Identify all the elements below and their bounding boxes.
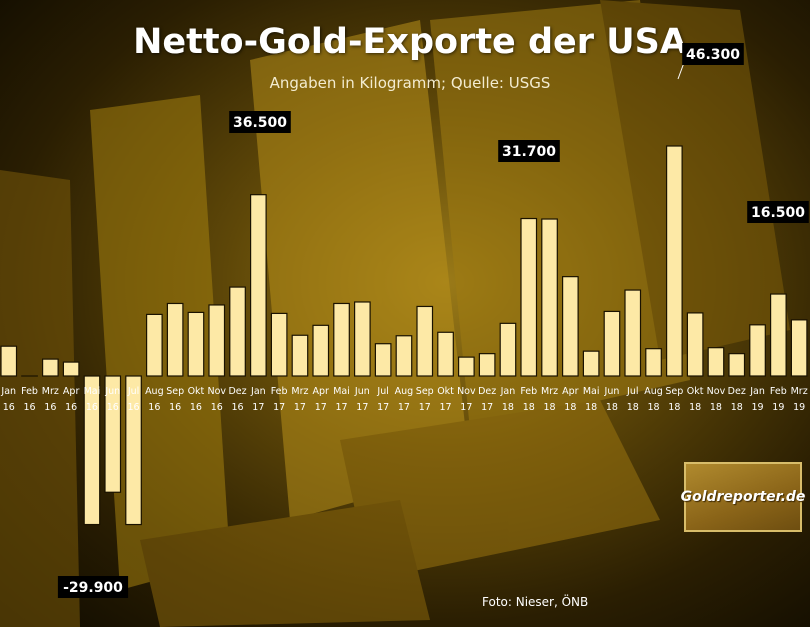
data-label-box — [498, 140, 560, 162]
bar-aug-16 — [146, 313, 163, 377]
bar-sep-17 — [416, 305, 434, 377]
bar-okt-16 — [187, 311, 205, 377]
x-tick-label: Mai 16 — [84, 386, 101, 413]
x-tick-label: Aug 17 — [395, 386, 414, 413]
bar-jul-17 — [374, 343, 392, 377]
x-tick-label: Feb 19 — [770, 386, 787, 413]
bar-aug-18 — [645, 348, 662, 377]
bar-apr-16 — [62, 361, 80, 377]
bar-nov-17 — [458, 356, 475, 377]
x-tick-label: Okt 17 — [437, 386, 454, 413]
bar-apr-18 — [561, 276, 579, 377]
x-tick-label: Mrz 18 — [541, 386, 558, 413]
bar-nov-16 — [208, 304, 226, 377]
data-label: 31.700 — [502, 144, 556, 160]
x-tick-label: Jan 19 — [749, 386, 765, 413]
bar-sep-16 — [166, 302, 184, 377]
bar-okt-17 — [437, 331, 454, 377]
x-tick-label: Okt 18 — [687, 386, 704, 413]
x-tick-label: Jun 17 — [354, 386, 370, 413]
bar-mrz-18 — [541, 218, 558, 377]
bar-jul-16 — [125, 375, 142, 526]
goldreporter-logo: Goldreporter.de — [681, 462, 805, 532]
bar-mai-16 — [83, 375, 101, 526]
bar-feb-17 — [270, 312, 288, 377]
bar-sep-18 — [665, 145, 683, 377]
bar-jun-16 — [104, 375, 122, 493]
x-tick-label: Dez 18 — [728, 386, 746, 413]
x-tick-label: Jun 18 — [604, 386, 620, 413]
x-tick-label: Jan 16 — [0, 386, 16, 413]
bar-mai-18 — [582, 350, 600, 377]
chart-title: Netto-Gold-Exporte der USA — [133, 22, 687, 62]
x-tick-label: Sep 16 — [166, 386, 184, 413]
x-tick-label: Jun 16 — [104, 386, 120, 413]
bar-nov-18 — [707, 347, 725, 377]
x-tick-label: Dez 16 — [228, 386, 246, 413]
x-tick-label: Jul 16 — [127, 386, 140, 413]
bar-jan-17 — [250, 194, 267, 377]
bar-dez-18 — [728, 353, 746, 377]
x-tick-label: Nov 16 — [207, 386, 226, 413]
bar-mai-17 — [333, 302, 350, 377]
bar-feb-19 — [769, 293, 787, 377]
data-label-box — [57, 576, 129, 598]
bar-jun-17 — [354, 301, 371, 377]
x-tick-label: Nov 18 — [707, 386, 726, 413]
x-tick-label: Aug 16 — [145, 386, 164, 413]
data-label-box — [682, 43, 744, 65]
bar-jul-18 — [624, 289, 642, 377]
bar-apr-17 — [312, 324, 330, 377]
x-tick-label: Jan 18 — [500, 386, 516, 413]
bar-dez-16 — [229, 286, 246, 377]
x-tick-label: Feb 17 — [271, 386, 288, 413]
bar-mrz-16 — [41, 358, 59, 377]
bar-mrz-17 — [291, 334, 309, 377]
x-tick-label: Jul 18 — [626, 386, 639, 413]
x-tick-label: Mai 17 — [333, 386, 350, 413]
bar-jun-18 — [603, 310, 621, 377]
x-tick-label: Feb 18 — [520, 386, 537, 413]
x-tick-label: Nov 17 — [457, 386, 476, 413]
bar-dez-17 — [478, 353, 496, 377]
x-tick-label: Apr 16 — [63, 386, 80, 413]
x-tick-label: Feb 16 — [21, 386, 38, 413]
x-tick-label: Mrz 16 — [42, 386, 59, 413]
bar-aug-17 — [395, 335, 413, 377]
x-tick-label: Sep 17 — [416, 386, 434, 413]
x-tick-label: Apr 17 — [313, 386, 330, 413]
data-label: 16.500 — [751, 205, 805, 221]
x-tick-label: Sep 18 — [665, 386, 683, 413]
x-tick-label: Aug 18 — [644, 386, 663, 413]
data-label: -29.900 — [63, 580, 123, 596]
bar-okt-18 — [686, 312, 704, 377]
x-tick-label: Okt 16 — [188, 386, 205, 413]
data-label-box — [747, 201, 809, 223]
data-label-box — [229, 111, 291, 133]
photo-credit: Foto: Nieser, ÖNB — [482, 595, 589, 609]
x-tick-label: Mrz 19 — [791, 386, 808, 413]
data-label: 46.300 — [686, 47, 740, 63]
chart-subtitle: Angaben in Kilogramm; Quelle: USGS — [269, 74, 551, 92]
x-tick-label: Jan 17 — [250, 386, 266, 413]
x-tick-label: Jul 17 — [376, 386, 389, 413]
bar-jan-16 — [0, 345, 18, 377]
data-label: 36.500 — [233, 115, 287, 131]
bar-jan-19 — [749, 324, 766, 377]
x-tick-label: Mrz 17 — [291, 386, 308, 413]
bar-jan-18 — [499, 322, 517, 377]
x-tick-label: Mai 18 — [583, 386, 600, 413]
x-tick-label: Apr 18 — [562, 386, 579, 413]
bar-mrz-19 — [790, 319, 808, 377]
x-tick-label: Dez 17 — [478, 386, 496, 413]
bar-feb-18 — [520, 217, 538, 377]
